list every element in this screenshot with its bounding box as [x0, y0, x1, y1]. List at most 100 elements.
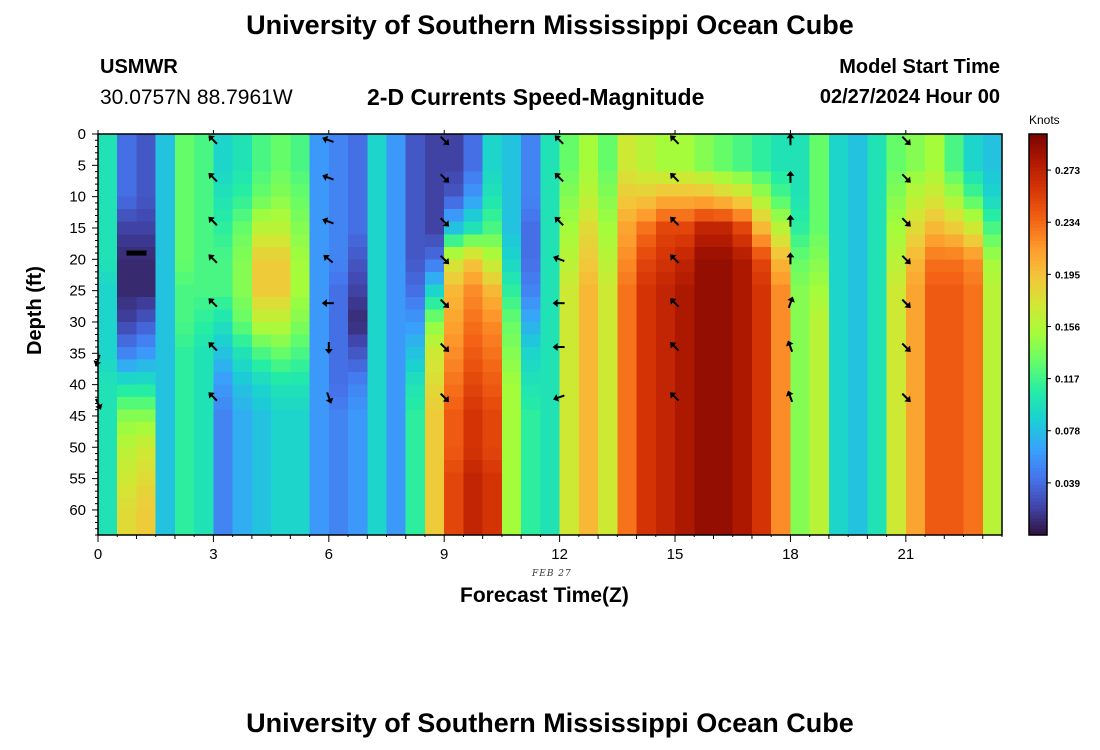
heatmap-cell: [232, 296, 253, 311]
heatmap-cell: [963, 171, 984, 185]
heatmap-cell: [155, 422, 176, 436]
heatmap-cell: [348, 359, 368, 373]
heatmap-cell: [790, 321, 811, 336]
heatmap-cell: [348, 409, 368, 423]
colorbar-swatch: [1029, 351, 1047, 356]
heatmap-cell: [501, 221, 522, 235]
heatmap-cell: [675, 409, 695, 423]
heatmap-cell: [809, 409, 830, 423]
heatmap-cell: [251, 271, 272, 285]
heatmap-cell: [98, 384, 118, 398]
heatmap-cell: [251, 196, 272, 210]
heatmap-cell: [578, 259, 599, 273]
heatmap-cell: [521, 434, 541, 448]
vector-arrow: [324, 342, 333, 355]
heatmap-cell: [155, 447, 176, 461]
heatmap-cell: [463, 334, 484, 348]
heatmap-cell: [617, 459, 638, 473]
heatmap-cell: [751, 171, 772, 185]
arrow-head: [442, 138, 450, 146]
heatmap-cell: [694, 522, 715, 536]
heatmap-cell: [944, 246, 965, 260]
heatmap-cell: [174, 334, 195, 348]
heatmap-cell: [405, 484, 426, 499]
heatmap-cell: [828, 472, 849, 486]
heatmap-cell: [925, 321, 945, 336]
heatmap-cell: [251, 447, 272, 461]
colorbar-swatch: [1029, 484, 1047, 489]
heatmap-cell: [655, 484, 676, 499]
heatmap-cell: [444, 171, 465, 185]
heatmap-cell: [828, 434, 849, 448]
model-start-time: 02/27/2024 Hour 00: [819, 86, 1000, 108]
heatmap-cell: [501, 422, 522, 436]
y-tick-label: 20: [69, 251, 86, 268]
heatmap-cell: [617, 296, 638, 311]
heatmap-cell: [98, 284, 118, 298]
arrow-head: [786, 170, 795, 176]
heatmap-cell: [540, 234, 561, 248]
heatmap-cell: [328, 184, 349, 198]
heatmap-cell: [771, 522, 792, 536]
heatmap-cell: [424, 259, 445, 273]
heatmap-cell: [559, 134, 580, 148]
heatmap-cell: [463, 422, 484, 436]
heatmap-cell: [174, 184, 195, 198]
heatmap-cell: [867, 234, 888, 248]
arrow-head: [786, 133, 795, 139]
heatmap-cell: [867, 321, 888, 336]
heatmap-cell: [963, 309, 984, 323]
heatmap-cell: [771, 296, 792, 311]
heatmap-cell: [348, 134, 368, 148]
vector-arrow: [786, 133, 795, 146]
heatmap-cell: [174, 259, 195, 273]
heatmap-cell: [925, 134, 945, 148]
heatmap-cell: [944, 484, 965, 499]
heatmap-cell: [867, 347, 888, 361]
heatmap-cell: [790, 296, 811, 311]
heatmap-cell: [174, 146, 195, 160]
heatmap-cell: [771, 359, 792, 373]
colorbar-swatch: [1029, 274, 1047, 279]
heatmap-cell: [655, 234, 676, 248]
arrow-head: [787, 296, 795, 303]
heatmap-cell: [944, 497, 965, 511]
heatmap-cell: [309, 422, 330, 436]
heatmap-cell: [713, 509, 734, 524]
heatmap-cell: [463, 447, 484, 461]
arrow-head: [208, 392, 215, 399]
heatmap-cell: [598, 384, 618, 398]
vector-arrow: [553, 394, 565, 402]
vector-arrow: [208, 298, 218, 308]
heatmap-cell: [136, 284, 157, 298]
heatmap-cell: [790, 347, 811, 361]
colorbar-swatch: [1029, 277, 1047, 282]
heatmap-cell: [694, 271, 715, 285]
heatmap-cell: [155, 334, 176, 348]
heatmap-cell: [540, 271, 561, 285]
heatmap-cell: [444, 234, 465, 248]
heatmap-cell: [905, 196, 926, 210]
heatmap-cell: [540, 472, 561, 486]
heatmap-cell: [309, 296, 330, 311]
heatmap-cell: [463, 271, 484, 285]
heatmap-cell: [290, 284, 311, 298]
arrow-head: [554, 172, 562, 180]
vector-arrow: [208, 216, 218, 226]
heatmap-cell: [328, 347, 349, 361]
heatmap-cell: [328, 447, 349, 461]
colorbar-swatch: [1029, 518, 1047, 523]
heatmap-cell: [386, 184, 407, 198]
heatmap-cell: [809, 447, 830, 461]
heatmap-cell: [309, 159, 330, 173]
heatmap-cell: [136, 347, 157, 361]
heatmap-cell: [367, 347, 388, 361]
heatmap-cell: [925, 196, 945, 210]
heatmap-cell: [925, 221, 945, 235]
heatmap-cell: [386, 296, 407, 311]
heatmap-cell: [271, 509, 291, 524]
vector-arrow: [321, 299, 334, 308]
heatmap-cell: [617, 184, 638, 198]
heatmap-cell: [251, 509, 272, 524]
heatmap-cell: [771, 321, 792, 336]
